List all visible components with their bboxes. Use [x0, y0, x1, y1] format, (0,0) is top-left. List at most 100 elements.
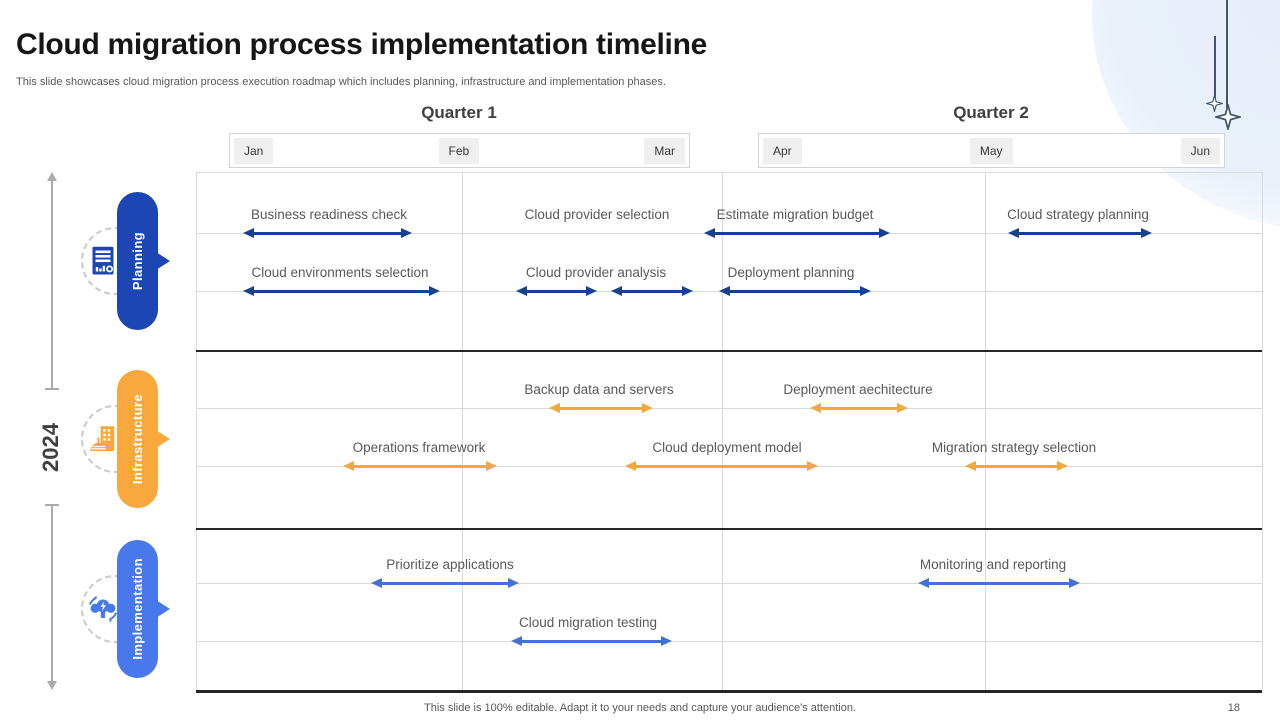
task-label: Cloud strategy planning [1007, 207, 1149, 222]
month-label: Feb [438, 137, 480, 164]
task-label: Migration strategy selection [931, 440, 1097, 455]
building-icon [85, 421, 121, 457]
month-header-q1: Jan Feb Mar [229, 133, 690, 168]
task-duration-arrow [965, 461, 1068, 472]
quarter-1-label: Quarter 1 [421, 103, 497, 122]
arrow-bar [251, 232, 404, 235]
task-label: Cloud provider selection [524, 207, 670, 222]
corner-gradient-decor [1092, 0, 1280, 230]
timeline-down-arrow-icon [47, 681, 57, 690]
arrow-right-head-icon [1069, 578, 1080, 588]
month-label: Jun [1180, 137, 1220, 164]
arrow-left-head-icon [918, 578, 929, 588]
decor-vertical-line [1226, 0, 1228, 108]
timeline-line [51, 180, 53, 388]
section-divider [196, 350, 1262, 352]
phase-pill-pointer-icon [156, 252, 170, 270]
phase-pill-infrastructure: Infrastructure [117, 370, 170, 508]
grid-left-border [196, 172, 197, 690]
arrow-right-head-icon [682, 286, 693, 296]
grid-hline [196, 583, 1262, 584]
task-duration-arrow [918, 578, 1080, 589]
page-title: Cloud migration process implementation t… [16, 28, 708, 61]
arrow-right-head-icon [401, 228, 412, 238]
arrow-right-head-icon [879, 228, 890, 238]
page-subtitle: This slide showcases cloud migration pro… [16, 76, 666, 88]
arrow-right-head-icon [586, 286, 597, 296]
phase-label: Planning [130, 231, 145, 291]
page-number: 18 [1227, 702, 1240, 714]
arrow-right-head-icon [486, 461, 497, 471]
quarter-2-label: Quarter 2 [953, 103, 1029, 122]
phase-label: Infrastructure [130, 393, 145, 485]
sparkle-icon [1215, 104, 1241, 130]
task-label: Business readiness check [250, 207, 408, 222]
arrow-left-head-icon [549, 403, 560, 413]
arrow-bar [926, 582, 1072, 585]
decor-vertical-line [1214, 36, 1216, 98]
task-label: Cloud migration testing [518, 615, 658, 630]
year-label: 2024 [38, 422, 63, 472]
task-label: Backup data and servers [524, 382, 674, 397]
arrow-left-head-icon [511, 636, 522, 646]
month-label: Jan [234, 137, 274, 164]
arrow-left-head-icon [371, 578, 382, 588]
task-label: Estimate migration budget [716, 207, 874, 222]
task-duration-arrow [625, 461, 818, 472]
task-duration-arrow [719, 286, 871, 297]
arrow-bar [351, 465, 489, 468]
arrow-bar [818, 407, 900, 410]
task-label: Deployment aechitecture [783, 382, 933, 397]
arrow-right-head-icon [1141, 228, 1152, 238]
arrow-left-head-icon [810, 403, 821, 413]
arrow-left-head-icon [243, 228, 254, 238]
month-label: Mar [644, 137, 685, 164]
task-label: Prioritize applications [386, 557, 514, 572]
arrow-bar [557, 407, 645, 410]
task-duration-arrow [243, 286, 440, 297]
timeline-up-arrow-icon [47, 172, 57, 181]
timeline-tick [45, 504, 59, 506]
arrow-left-head-icon [719, 286, 730, 296]
arrow-left-head-icon [704, 228, 715, 238]
arrow-bar [379, 582, 511, 585]
grid-vline [462, 172, 463, 690]
arrow-bar [619, 290, 685, 293]
task-duration-arrow [243, 228, 412, 239]
arrow-bar [973, 465, 1060, 468]
report-icon [85, 243, 121, 279]
task-label: Cloud deployment model [652, 440, 802, 455]
arrow-left-head-icon [1008, 228, 1019, 238]
task-duration-arrow [511, 636, 672, 647]
task-label: Monitoring and reporting [919, 557, 1067, 572]
arrow-bar [727, 290, 863, 293]
task-label: Cloud provider analysis [525, 265, 667, 280]
month-label: Apr [763, 137, 802, 164]
phase-pill-pointer-icon [156, 600, 170, 618]
arrow-bar [519, 640, 664, 643]
grid-vline [985, 172, 986, 690]
grid-bottom-border [196, 690, 1262, 693]
arrow-right-head-icon [642, 403, 653, 413]
arrow-right-head-icon [807, 461, 818, 471]
footer-note: This slide is 100% editable. Adapt it to… [424, 702, 856, 714]
arrow-left-head-icon [625, 461, 636, 471]
task-duration-arrow [810, 403, 908, 414]
arrow-right-head-icon [897, 403, 908, 413]
arrow-bar [633, 465, 810, 468]
phase-pill-planning: Planning [117, 192, 170, 330]
gear-bulb-icon [85, 591, 121, 627]
arrow-left-head-icon [516, 286, 527, 296]
sparkle-icon [1206, 95, 1223, 112]
grid-vline [722, 172, 723, 690]
task-label: Deployment planning [727, 265, 855, 280]
task-duration-arrow [611, 286, 693, 297]
task-duration-arrow [704, 228, 890, 239]
arrow-bar [251, 290, 432, 293]
grid-hline [196, 408, 1262, 409]
arrow-right-head-icon [508, 578, 519, 588]
arrow-right-head-icon [860, 286, 871, 296]
phase-label: Implementation [130, 558, 145, 660]
task-duration-arrow [516, 286, 597, 297]
